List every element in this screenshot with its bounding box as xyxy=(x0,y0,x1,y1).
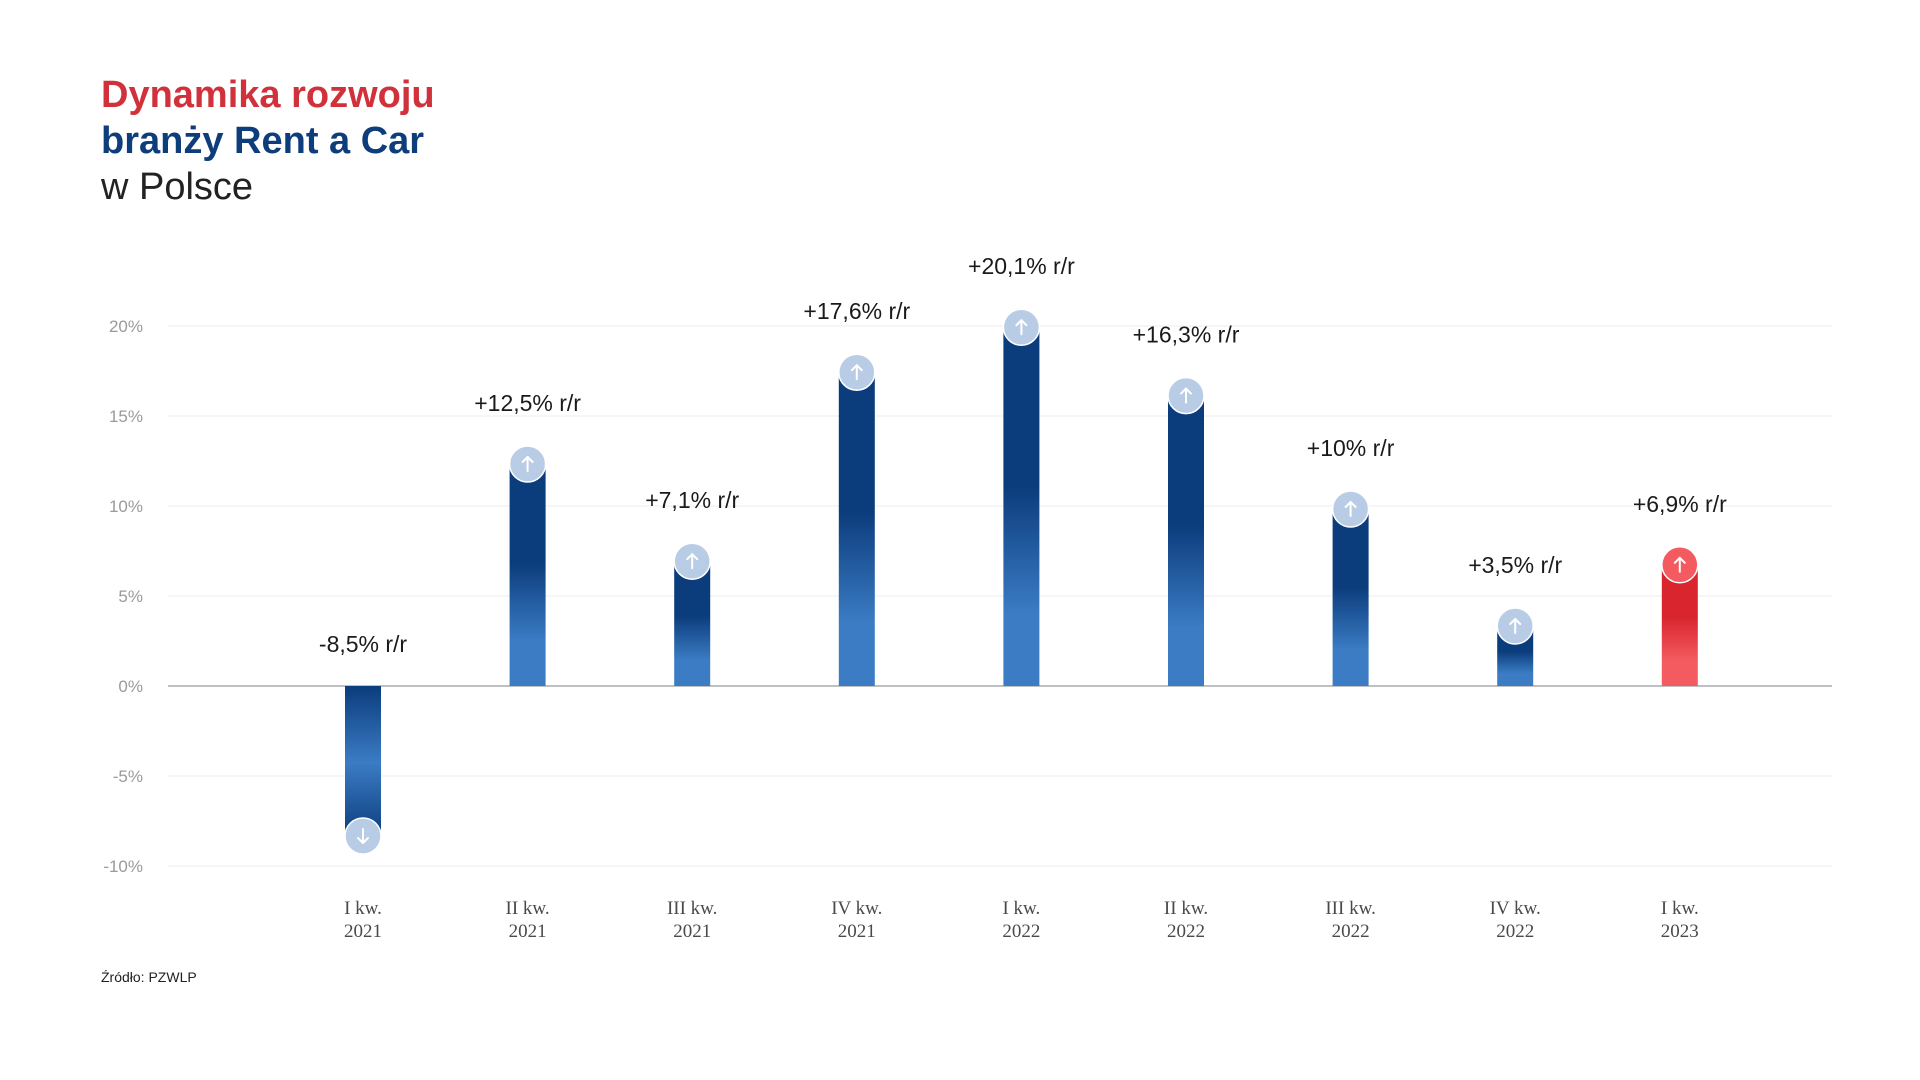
y-tick-label: -5% xyxy=(113,767,143,786)
data-label: +6,9% r/r xyxy=(1633,491,1727,517)
arrow-up-icon xyxy=(1673,556,1686,573)
data-label: +10% r/r xyxy=(1307,435,1395,461)
title-line-2: branży Rent a Car xyxy=(101,120,425,162)
y-tick-label: 0% xyxy=(118,677,143,696)
x-tick-label: II kw. xyxy=(506,898,550,919)
title-line-3: w Polsce xyxy=(101,166,254,208)
arrow-up-icon xyxy=(1180,387,1192,404)
source-note: Źródło: PZWLP xyxy=(101,969,197,985)
x-tick-label: 2022 xyxy=(1002,921,1040,942)
arrow-up-icon xyxy=(686,553,699,570)
arrow-up-icon xyxy=(1015,319,1028,336)
bar xyxy=(509,461,546,686)
x-tick-label: 2022 xyxy=(1496,921,1534,942)
data-label: +16,3% r/r xyxy=(1133,322,1240,348)
title-line-1: Dynamika rozwoju xyxy=(101,74,435,116)
chart-title: Dynamika rozwoju branży Rent a Car w Pol… xyxy=(101,72,435,210)
y-tick-label: -10% xyxy=(103,857,143,876)
data-label: +7,1% r/r xyxy=(645,487,739,513)
bar xyxy=(1168,392,1204,686)
x-tick-label: III kw. xyxy=(667,898,717,919)
data-label: +20,1% r/r xyxy=(968,253,1075,279)
data-label: -8,5% r/r xyxy=(319,631,408,657)
arrow-up-icon xyxy=(1344,501,1357,517)
arrow-up-icon xyxy=(1509,618,1522,634)
arrow-down-icon xyxy=(357,828,369,844)
x-tick-label: I kw. xyxy=(1661,898,1699,919)
x-tick-label: 2021 xyxy=(673,921,711,942)
x-tick-label: 2022 xyxy=(1167,921,1205,942)
arrow-up-icon xyxy=(850,364,863,381)
y-tick-label: 10% xyxy=(109,497,143,516)
y-tick-label: 15% xyxy=(109,407,143,426)
data-label: +12,5% r/r xyxy=(474,390,581,416)
x-tick-label: 2021 xyxy=(344,921,382,942)
bar xyxy=(838,369,875,686)
x-tick-label: 2021 xyxy=(509,921,547,942)
x-tick-label: II kw. xyxy=(1164,898,1208,919)
bar xyxy=(1332,506,1369,686)
bar xyxy=(345,686,381,839)
bar xyxy=(1003,324,1040,686)
x-tick-label: III kw. xyxy=(1325,898,1375,919)
data-label: +3,5% r/r xyxy=(1468,552,1562,578)
x-tick-label: IV kw. xyxy=(1490,898,1541,919)
y-tick-label: 5% xyxy=(118,587,143,606)
x-tick-label: IV kw. xyxy=(831,898,882,919)
x-tick-label: 2022 xyxy=(1332,921,1370,942)
x-tick-label: 2023 xyxy=(1661,921,1699,942)
x-tick-label: I kw. xyxy=(1002,898,1040,919)
x-tick-label: 2021 xyxy=(838,921,876,942)
arrow-up-icon xyxy=(521,456,534,472)
data-label: +17,6% r/r xyxy=(803,298,910,324)
x-tick-label: I kw. xyxy=(344,898,382,919)
y-tick-label: 20% xyxy=(109,317,143,336)
